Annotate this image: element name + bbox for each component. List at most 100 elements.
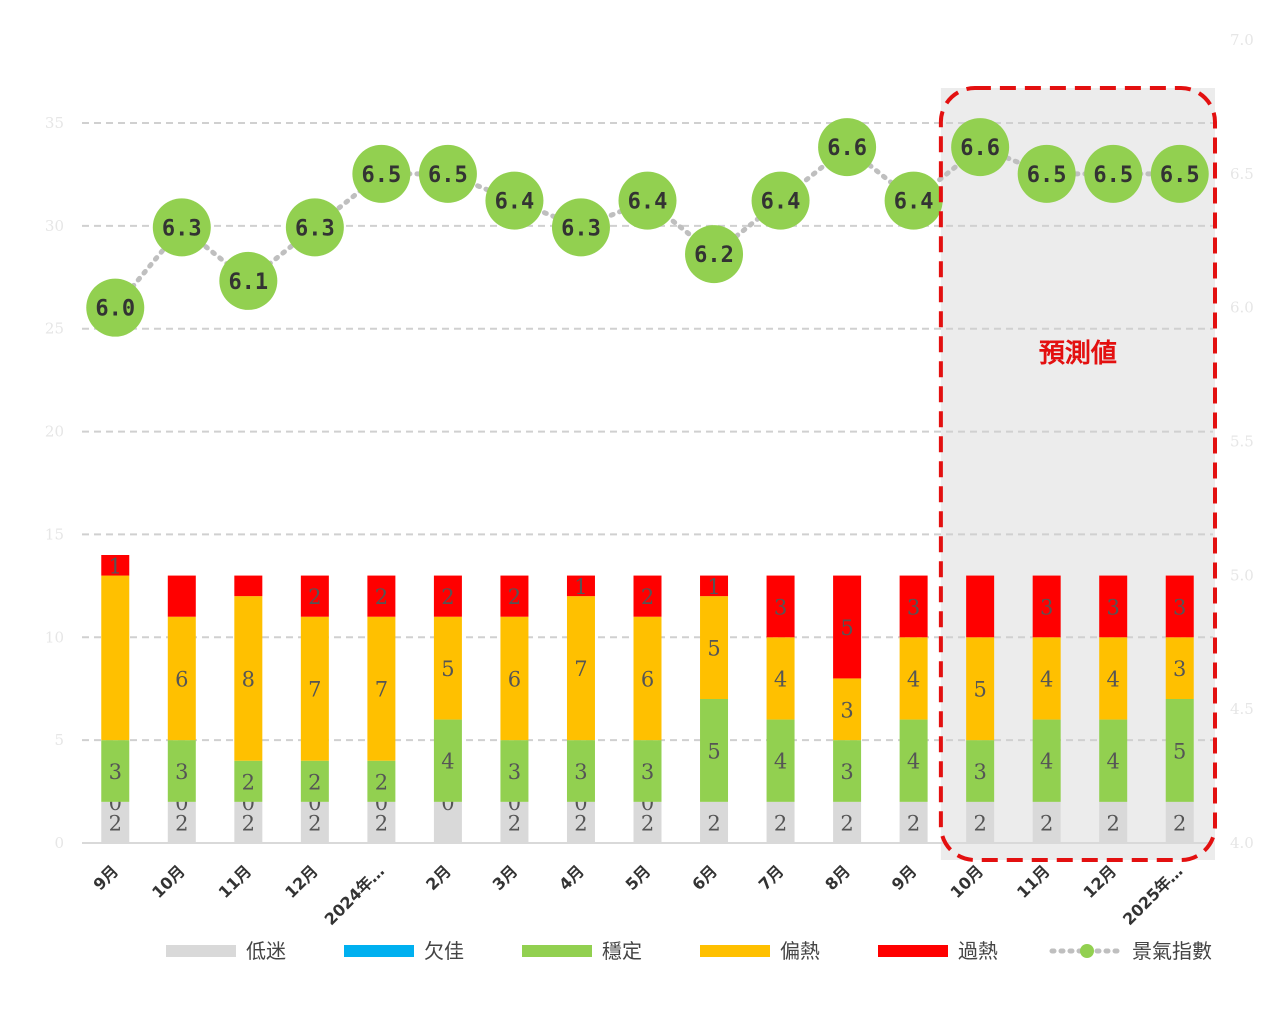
bar-segment (367, 616, 396, 761)
bar-segment (899, 637, 928, 720)
bar-segment (101, 555, 130, 576)
bar-segment (700, 575, 729, 597)
bar-data-label: 1 (109, 554, 122, 578)
category-label: 2月 (422, 861, 455, 894)
bar-segment (899, 719, 928, 802)
right-tick-label: 6.0 (1230, 299, 1254, 317)
bar-data-label: 5 (441, 657, 454, 681)
bar-segment (633, 575, 662, 617)
left-tick-label: 0 (54, 834, 64, 852)
bar-data-label: 5 (840, 616, 853, 640)
bar-segment (1032, 575, 1061, 638)
bar-segment (1032, 801, 1061, 843)
bar-segment (500, 616, 529, 741)
index-point-label: 6.4 (761, 190, 801, 215)
index-point (86, 278, 145, 337)
bar-segment (566, 801, 595, 843)
bar-data-label: 3 (508, 760, 521, 784)
index-point (219, 251, 278, 310)
bar-data-label: 2 (242, 811, 255, 835)
index-point (751, 171, 810, 230)
bar-segment (234, 596, 263, 761)
category-label: 12月 (281, 861, 322, 902)
bar-segment (300, 801, 329, 843)
bar-segment (966, 637, 995, 741)
bar-segment (833, 801, 862, 843)
index-point-label: 6.3 (295, 216, 335, 241)
bar-segment (899, 801, 928, 843)
category-label: 12月 (1080, 861, 1121, 902)
bar-data-label: 5 (707, 637, 720, 661)
index-point-label: 6.5 (1093, 163, 1133, 188)
index-point (551, 198, 610, 257)
bar-data-label: 3 (840, 698, 853, 722)
legend-label: 景氣指數 (1132, 939, 1212, 963)
index-point-label: 6.5 (1160, 163, 1200, 188)
bar-segment (1032, 637, 1061, 720)
index-point (884, 171, 943, 230)
bar-data-label: 2 (175, 811, 188, 835)
index-point-label: 6.6 (960, 136, 1000, 161)
bar-data-label: 5 (707, 739, 720, 763)
category-label: 6月 (688, 861, 721, 894)
bar-data-label: 2 (641, 585, 654, 609)
bar-segment (167, 616, 196, 741)
bar-segment (300, 616, 329, 761)
bar-data-label: 2 (441, 585, 454, 609)
bar-data-label: 4 (1040, 750, 1053, 774)
index-point (618, 171, 677, 230)
bar-segment (766, 801, 795, 843)
forecast-label: 預測値 (1039, 339, 1117, 369)
bar-segment (367, 575, 396, 617)
bar-data-label: 3 (973, 760, 986, 784)
bar-data-label: 6 (175, 667, 188, 691)
forecast-border (938, 86, 1217, 862)
bar-segment (101, 740, 130, 802)
bar-data-label: 7 (574, 657, 587, 681)
bar-segment (300, 575, 329, 617)
bar-data-label: 2 (375, 585, 388, 609)
bar-data-label: 8 (242, 667, 255, 691)
category-label: 8月 (821, 861, 854, 894)
bar-segment (633, 801, 662, 843)
bar-segment (167, 801, 196, 843)
bar-segment (500, 801, 529, 843)
category-label: 2024年… (321, 861, 389, 929)
index-point-label: 6.0 (95, 297, 135, 322)
left-tick-label: 15 (45, 525, 64, 543)
index-point (818, 118, 877, 177)
left-tick-label: 30 (45, 217, 64, 235)
bar-segment (1165, 699, 1194, 802)
legend-swatch (166, 945, 236, 957)
bar-segment (300, 760, 329, 802)
bar-data-label: 2 (308, 811, 321, 835)
bar-data-label: 2 (973, 811, 986, 835)
bar-data-label: 4 (1107, 667, 1120, 691)
bar-segment (833, 740, 862, 802)
bar-segment (633, 740, 662, 802)
bar-segment (966, 575, 995, 638)
right-tick-label: 4.0 (1230, 834, 1254, 852)
bar-data-label: 2 (641, 811, 654, 835)
bar-segment (700, 596, 729, 699)
index-point-label: 6.4 (628, 190, 668, 215)
bar-data-label: 3 (175, 760, 188, 784)
bar-data-label: 6 (641, 667, 654, 691)
bar-data-label: 2 (375, 811, 388, 835)
bar-data-label: 4 (1040, 667, 1053, 691)
bar-data-label: 2 (375, 770, 388, 794)
bar-data-label: 3 (1107, 595, 1120, 619)
bar-data-label: 2 (308, 585, 321, 609)
bar-data-label: 4 (907, 750, 920, 774)
bar-data-label: 6 (508, 667, 521, 691)
bar-data-label: 2 (574, 811, 587, 835)
bar-data-label: 4 (907, 667, 920, 691)
bar-segment (1099, 637, 1128, 720)
bar-data-label: 2 (308, 770, 321, 794)
bar-data-label: 3 (840, 760, 853, 784)
legend-label: 穩定 (602, 939, 642, 963)
left-tick-label: 35 (45, 114, 64, 132)
bar-data-label: 3 (1173, 595, 1186, 619)
bar-segment (633, 616, 662, 741)
index-point (1150, 144, 1209, 203)
